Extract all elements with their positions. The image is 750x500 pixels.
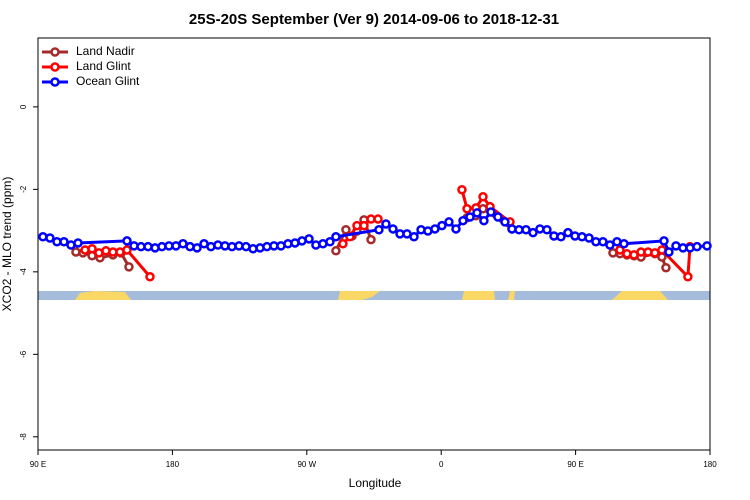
data-point xyxy=(388,224,398,234)
y-tick-label: -2 xyxy=(19,185,28,193)
x-tick-label: 90 E xyxy=(567,460,583,469)
data-point xyxy=(359,220,369,231)
data-point xyxy=(462,203,472,214)
data-point xyxy=(381,219,391,229)
data-point xyxy=(465,212,475,222)
data-point xyxy=(124,262,134,272)
data-point xyxy=(430,224,440,234)
land-area xyxy=(338,291,380,300)
y-tick-label: -6 xyxy=(19,350,28,358)
legend-label: Land Glint xyxy=(76,59,131,73)
x-tick-label: 90 W xyxy=(297,460,316,469)
data-point xyxy=(437,220,447,231)
data-point xyxy=(458,215,468,226)
y-tick-label: -8 xyxy=(19,433,28,441)
data-point xyxy=(304,234,314,244)
land-area xyxy=(612,291,668,300)
data-point xyxy=(683,272,693,282)
legend-label: Ocean Glint xyxy=(76,74,140,88)
data-point xyxy=(615,245,625,255)
legend-marker xyxy=(50,62,60,72)
data-point xyxy=(478,192,488,202)
data-point xyxy=(493,212,503,222)
data-point xyxy=(366,234,376,245)
data-point xyxy=(325,236,335,247)
x-tick-label: 180 xyxy=(703,460,717,469)
data-point xyxy=(444,217,454,227)
land-area xyxy=(75,291,131,300)
data-point xyxy=(661,262,671,273)
data-point xyxy=(528,227,538,238)
x-tick-label: 90 E xyxy=(30,460,46,469)
land-area xyxy=(508,291,515,300)
legend-marker xyxy=(50,47,60,57)
data-point xyxy=(702,241,712,251)
data-point xyxy=(479,215,489,226)
data-point xyxy=(556,232,566,242)
y-tick-label: 0 xyxy=(19,104,28,109)
data-point xyxy=(664,247,674,257)
data-point xyxy=(331,246,341,256)
data-point xyxy=(145,272,155,282)
data-point xyxy=(563,227,573,238)
data-point xyxy=(500,217,510,227)
legend-marker xyxy=(50,77,60,87)
data-point xyxy=(486,207,496,217)
data-point xyxy=(584,233,594,243)
chart-title: 25S-20S September (Ver 9) 2014-09-06 to … xyxy=(189,11,559,28)
data-point xyxy=(374,225,384,235)
data-point xyxy=(331,232,341,242)
y-tick-label: -4 xyxy=(19,268,28,276)
data-point xyxy=(122,245,132,255)
land-mask xyxy=(38,291,710,300)
land-area xyxy=(462,291,495,300)
data-point xyxy=(692,241,702,252)
data-point xyxy=(659,236,669,246)
data-point xyxy=(338,239,348,249)
data-point xyxy=(341,225,351,235)
data-point xyxy=(457,185,467,195)
x-tick-label: 180 xyxy=(166,460,180,469)
x-axis-label: Longitude xyxy=(349,476,402,490)
data-point xyxy=(45,233,55,243)
data-point xyxy=(59,236,69,247)
y-axis-label: XCO2 - MLO trend (ppm) xyxy=(0,177,14,312)
data-point xyxy=(598,236,608,247)
data-point xyxy=(373,214,383,224)
data-point xyxy=(451,224,461,234)
data-point xyxy=(87,243,97,254)
data-point xyxy=(472,208,482,218)
data-point xyxy=(73,238,83,248)
data-point xyxy=(619,239,629,249)
data-point xyxy=(409,232,419,242)
data-point xyxy=(542,225,552,235)
data-point xyxy=(122,236,132,246)
data-point xyxy=(605,240,615,250)
data-point xyxy=(192,243,202,253)
x-tick-label: 0 xyxy=(439,460,444,469)
series-line xyxy=(84,189,692,281)
legend-label: Land Nadir xyxy=(76,44,135,58)
